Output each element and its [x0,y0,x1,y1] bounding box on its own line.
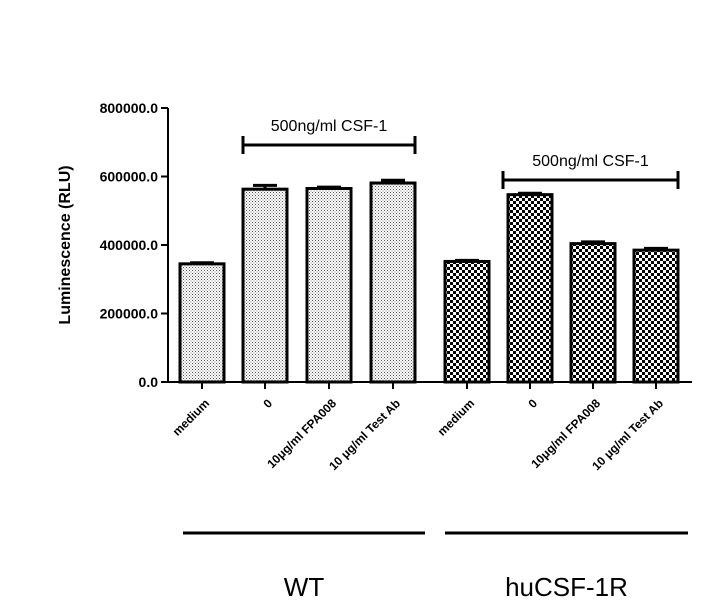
x-category-label: medium [170,396,212,438]
bar [178,262,226,384]
group-label: WT [284,572,325,602]
bar [443,259,491,384]
x-category-label: 0 [260,396,275,411]
bar [241,187,289,384]
bar [369,181,417,384]
x-category-label: 0 [525,396,540,411]
treatment-bracket-label: 500ng/ml CSF-1 [532,153,649,170]
y-axis-title: Luminescence (RLU) [57,165,74,324]
x-category-label: medium [435,396,477,438]
bar [506,193,554,384]
y-tick-label: 800000.0 [100,100,159,116]
group-label: huCSF-1R [505,572,628,602]
x-category-label: 10μg/ml FPA008 [264,396,339,471]
y-tick-label: 0.0 [139,374,159,390]
y-tick-label: 400000.0 [100,237,159,253]
y-tick-label: 200000.0 [100,306,159,322]
x-category-label: 10 μg/ml Test Ab [326,396,403,473]
treatment-bracket-label: 500ng/ml CSF-1 [271,118,388,135]
y-tick-label: 600000.0 [100,169,159,185]
bar [632,248,680,384]
bar [305,186,353,384]
bar [569,242,617,384]
